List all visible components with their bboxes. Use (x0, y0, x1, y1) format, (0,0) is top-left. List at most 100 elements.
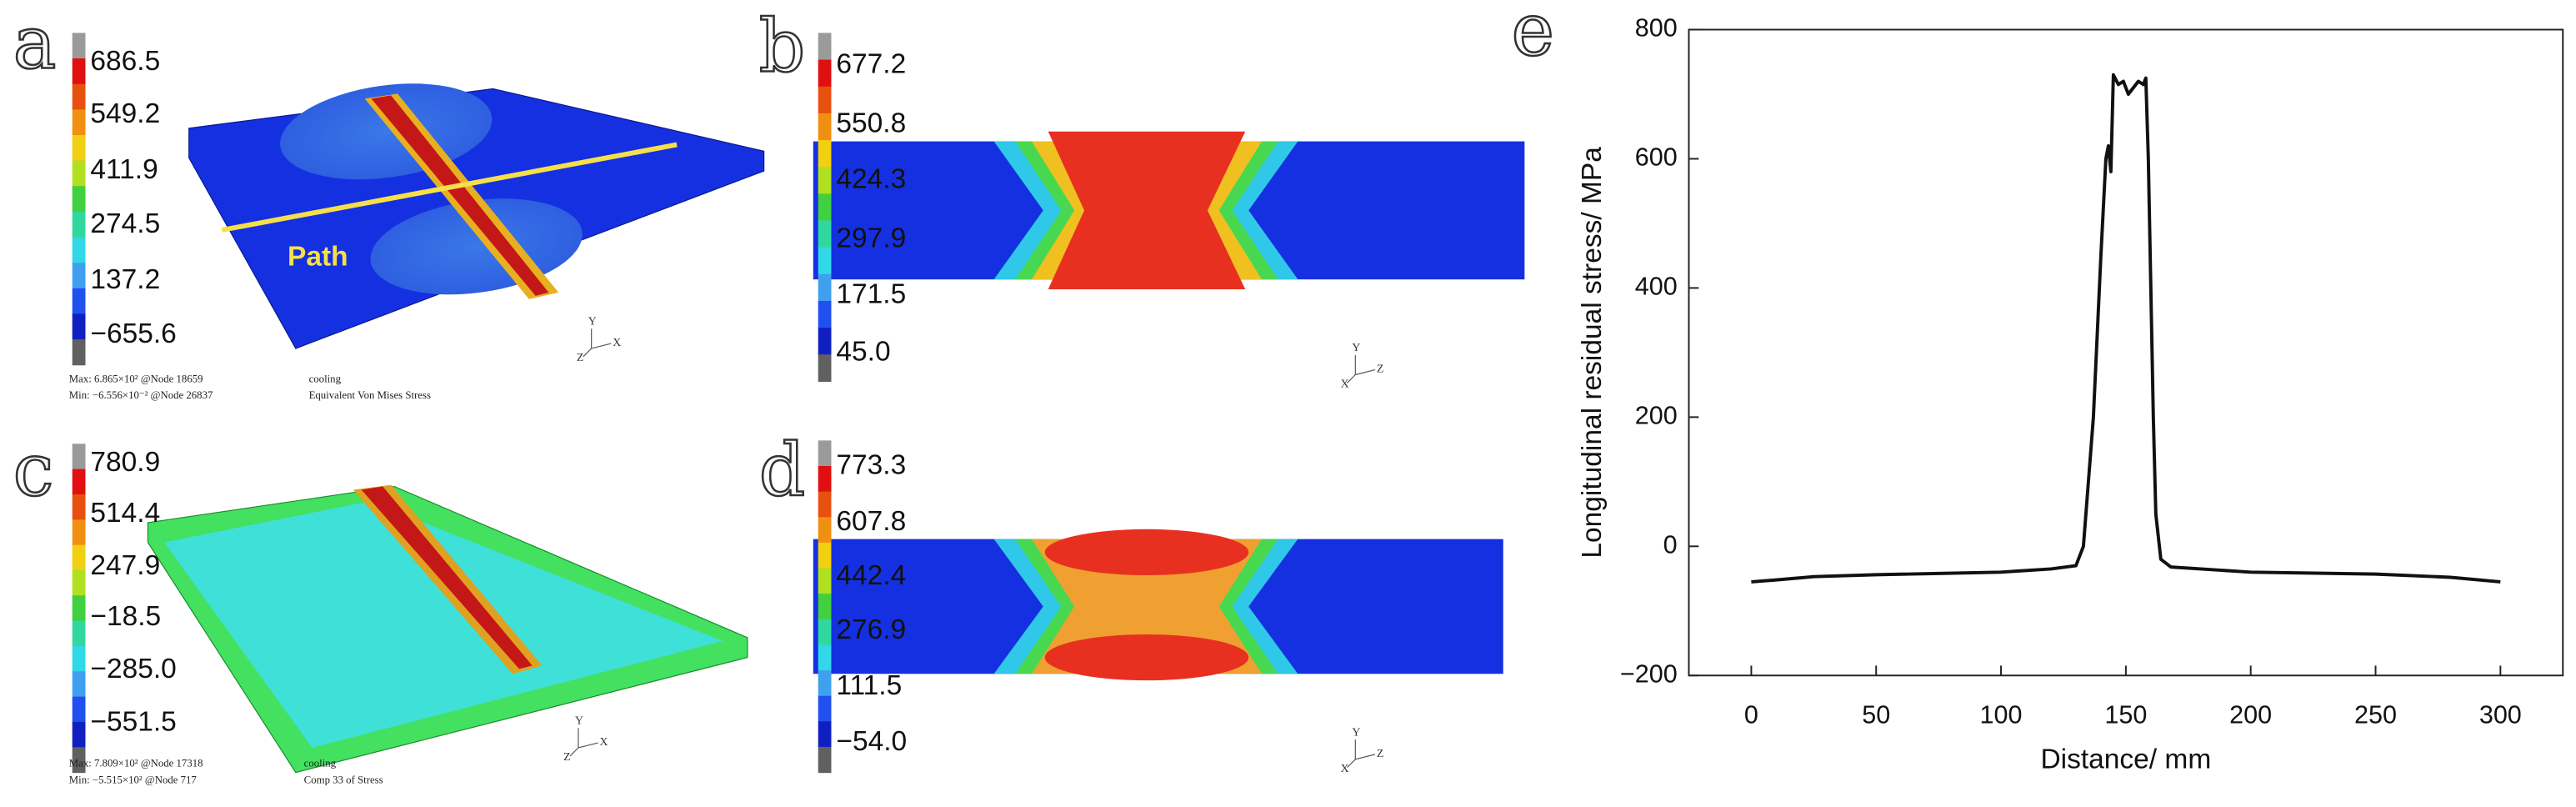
colorbar-segment (818, 273, 832, 302)
axis-triad (569, 747, 579, 757)
colorbar-label: 550.8 (836, 108, 906, 139)
colorbar-label: 276.9 (836, 614, 906, 645)
y-tick-label: −200 (1620, 659, 1678, 688)
data-line (1751, 73, 2501, 584)
axis-triad (1355, 754, 1376, 760)
axis-triad (1347, 759, 1356, 769)
colorbar-segment (72, 469, 86, 495)
axis-triad (583, 348, 593, 358)
colorbar-label: −655.6 (90, 318, 176, 349)
colorbar-label: −285.0 (90, 654, 176, 684)
colorbar-label: 171.5 (836, 279, 906, 310)
colorbar-label: 514.4 (90, 498, 160, 529)
colorbar-label: 442.4 (836, 560, 906, 591)
colorbar-label: 686.5 (90, 46, 160, 77)
colorbar-segment (72, 671, 86, 698)
x-tick-label: 150 (2104, 701, 2147, 729)
axis-triad-label: X (600, 735, 608, 748)
colorbar-segment (72, 645, 86, 672)
footer-text: cooling (304, 758, 337, 769)
colorbar-label: 677.2 (836, 49, 906, 80)
colorbar-label: 111.5 (836, 670, 902, 701)
colorbar-label: −54.0 (836, 726, 907, 757)
colorbar-segment (72, 109, 86, 136)
axis-triad-label: Y (575, 714, 583, 727)
panel-letter: d (759, 429, 806, 513)
x-tick-label: 300 (2479, 701, 2522, 729)
colorbar-segment (72, 494, 86, 520)
colorbar-segment (818, 746, 832, 774)
colorbar-label: 773.3 (836, 450, 906, 481)
colorbar-segment (818, 721, 832, 748)
colorbar-segment (72, 747, 86, 774)
colorbar-segment (818, 644, 832, 671)
axis-triad (578, 742, 598, 749)
colorbar-segment (72, 721, 86, 748)
colorbar-segment (72, 237, 86, 263)
colorbar-segment (818, 670, 832, 697)
y-tick-label: 200 (1635, 401, 1678, 429)
colorbar-label: −551.5 (90, 706, 176, 737)
axis-triad-label: Y (588, 315, 597, 328)
colorbar-segment (72, 134, 86, 162)
axis-triad (591, 343, 612, 349)
colorbar-segment (72, 288, 86, 315)
colorbar-segment (72, 595, 86, 622)
footer-text: cooling (309, 373, 342, 384)
footer-text: Min: −6.556×10⁻² @Node 26837 (69, 389, 213, 401)
colorbar-segment (818, 140, 832, 168)
colorbar-label: 297.9 (836, 223, 906, 254)
colorbar-segment (72, 519, 86, 546)
colorbar-segment (818, 542, 832, 569)
colorbar-segment (818, 568, 832, 594)
panel-letter: a (13, 2, 57, 86)
colorbar-segment (72, 83, 86, 110)
axis-triad-label: Y (1352, 341, 1360, 353)
colorbar-segment (818, 465, 832, 493)
axis-triad-label: X (613, 336, 621, 348)
colorbar-segment (818, 354, 832, 382)
colorbar-label: 274.5 (90, 208, 160, 239)
model-c (147, 484, 748, 774)
colorbar-segment (818, 33, 832, 61)
colorbar-segment (72, 339, 86, 366)
colorbar-segment (818, 619, 832, 645)
colorbar-label: 247.9 (90, 550, 160, 581)
axis-triad-label: Z (1377, 363, 1383, 375)
axis-triad (1355, 369, 1376, 376)
colorbar-label: 424.3 (836, 164, 906, 195)
colorbar-segment (818, 491, 832, 518)
panel-letter: b (759, 5, 806, 89)
footer-text: Min: −5.515×10² @Node 717 (69, 774, 198, 785)
colorbar-segment (818, 328, 832, 355)
axis-triad-label: X (1341, 762, 1349, 774)
axis-triad-label: X (1341, 378, 1349, 390)
colorbar-segment (818, 193, 832, 222)
colorbar-segment (818, 300, 832, 328)
x-tick-label: 100 (1980, 701, 2023, 729)
colorbar-segment (818, 59, 832, 88)
path-label: Path (288, 241, 348, 272)
y-axis-label: Longitudinal residual stress/ MPa (1577, 147, 1608, 559)
x-tick-label: 0 (1744, 701, 1758, 729)
y-tick-label: 800 (1635, 14, 1678, 43)
x-tick-label: 250 (2354, 701, 2397, 729)
axis-triad-label: Z (1377, 747, 1383, 759)
colorbar-label: 411.9 (90, 154, 158, 185)
colorbar-segment (818, 167, 832, 194)
colorbar-segment (72, 58, 86, 85)
colorbar-segment (72, 444, 86, 470)
y-tick-label: 600 (1635, 143, 1678, 172)
colorbar-segment (818, 517, 832, 544)
colorbar-segment (818, 247, 832, 275)
colorbar-label: −18.5 (90, 601, 161, 632)
y-tick-label: 0 (1663, 530, 1678, 559)
colorbar-segment (72, 696, 86, 723)
panel-letter: c (13, 429, 54, 513)
colorbar-segment (818, 86, 832, 114)
colorbar-segment (818, 113, 832, 141)
colorbar-label: 45.0 (836, 337, 890, 368)
colorbar-label: 137.2 (90, 264, 160, 295)
